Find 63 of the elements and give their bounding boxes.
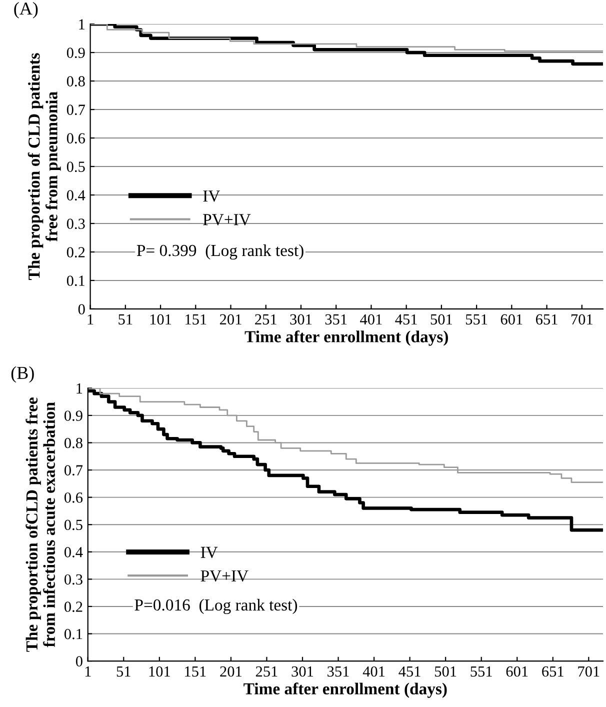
y-tick-label: 0.4 (64, 547, 83, 558)
x-tick-label: 201 (220, 314, 242, 325)
x-tick-label: 601 (500, 314, 522, 325)
x-axis-title: Time after enrollment (days) (244, 682, 447, 698)
x-tick-label: 251 (255, 314, 276, 325)
annotation: P= 0.399 (Log rank test) (136, 244, 304, 260)
x-tick-label: 701 (571, 314, 592, 325)
x-tick-label: 101 (150, 314, 172, 325)
x-tick-label: 401 (360, 314, 382, 325)
x-tick-label: 51 (116, 666, 130, 677)
y-tick-label: 0.5 (64, 520, 82, 530)
x-tick-label: 701 (578, 666, 600, 677)
y-tick-label: 0.9 (64, 410, 82, 421)
chart-title: (B) (11, 366, 34, 383)
x-tick-label: 451 (395, 314, 417, 325)
y-tick-label: 0.7 (66, 104, 85, 116)
y-tick-label: 0.7 (64, 465, 83, 476)
x-tick-label: 601 (506, 666, 528, 677)
x-tick-label: 501 (430, 314, 452, 325)
y-tick-label: 0.3 (64, 574, 82, 585)
x-tick-label: 451 (398, 666, 420, 677)
x-axis-title: Time after enrollment (days) (244, 330, 448, 346)
y-tick-label: 0.2 (64, 602, 82, 612)
x-tick-label: 651 (536, 314, 558, 325)
x-tick-label: 651 (542, 666, 564, 677)
y-tick-label: 0.1 (66, 276, 85, 286)
y-tick-label: 1 (79, 19, 85, 30)
x-tick-label: 1 (88, 314, 94, 324)
x-tick-label: 301 (290, 314, 312, 325)
x-tick-label: 351 (325, 314, 347, 325)
y-tick-label: 0.6 (66, 133, 85, 144)
y-tick-label: 0.2 (66, 247, 85, 258)
annotation: P=0.016 (Log rank test) (134, 598, 298, 614)
y-tick-label: 0 (78, 304, 85, 314)
x-tick-label: 101 (149, 666, 170, 677)
x-tick-label: 551 (470, 666, 492, 677)
legend-label: PV+IV (200, 570, 248, 582)
y-tick-label: 0.6 (64, 492, 83, 503)
x-tick-label: 351 (328, 666, 349, 677)
x-tick-label: 301 (292, 666, 314, 677)
legend-label: PV+IV (203, 214, 251, 226)
y-tick-label: 0.4 (66, 190, 86, 201)
y-axis-title: The proportion ofCLD patients free from infectious acute exacerbation (26, 398, 56, 652)
x-tick-label: 151 (186, 314, 206, 325)
legend-label: IV (200, 546, 218, 558)
x-tick-label: 401 (362, 666, 385, 677)
y-tick-label: 0.1 (64, 628, 82, 640)
y-tick-label: 1 (76, 383, 82, 394)
y-axis-title: The proportion of CLD patients free from pneumonia (28, 53, 61, 280)
x-tick-label: 251 (256, 666, 278, 677)
y-tick-label: 0.8 (66, 76, 85, 87)
x-tick-label: 201 (220, 666, 242, 677)
y-tick-label: 0.3 (66, 218, 85, 229)
x-tick-label: 551 (466, 314, 488, 325)
chart-title: (A) (14, 2, 38, 18)
y-tick-label: 0 (76, 656, 82, 666)
x-tick-label: 501 (435, 666, 456, 677)
y-tick-label: 0.5 (66, 162, 85, 172)
legend-label: IV (203, 190, 220, 202)
y-tick-label: 0.9 (66, 48, 85, 58)
y-tick-label: 0.8 (64, 438, 82, 448)
x-tick-label: 51 (118, 314, 132, 325)
x-tick-label: 151 (185, 666, 206, 677)
